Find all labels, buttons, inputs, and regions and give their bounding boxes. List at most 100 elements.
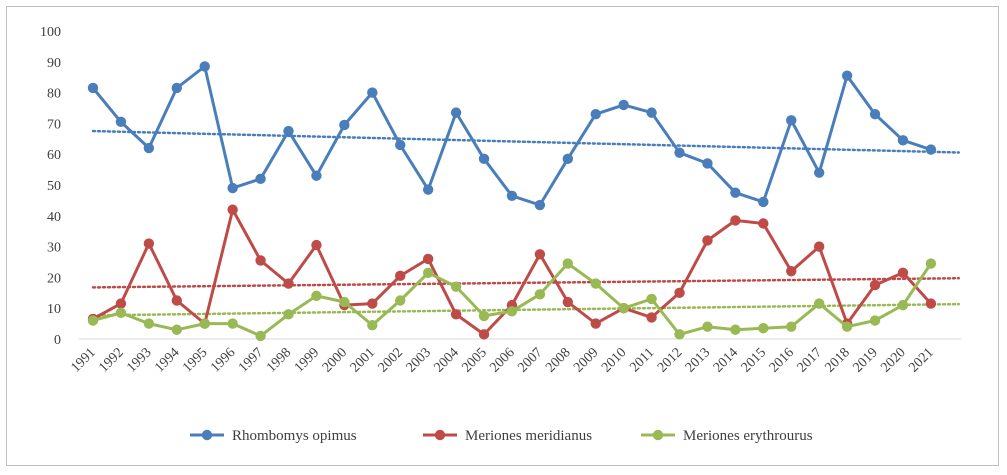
- data-point: [897, 267, 909, 278]
- data-point: [255, 255, 266, 266]
- y-tick-label: 80: [47, 87, 61, 102]
- x-tick-label: 2006: [487, 345, 517, 375]
- chart-frame: 0 10 20 30 40 50 60 70 80 90 100 1991 1992 1993 1994 19…: [6, 6, 999, 466]
- data-point: [925, 144, 937, 155]
- data-point: [925, 298, 937, 309]
- y-tick-label: 100: [40, 25, 61, 40]
- x-tick-label: 1998: [264, 345, 294, 375]
- data-point: [115, 298, 127, 309]
- data-point: [674, 329, 685, 340]
- data-point: [395, 139, 406, 151]
- axis-layer: 0102030405060708090100199119921993199419…: [40, 25, 961, 376]
- x-tick-label: 2009: [571, 345, 601, 375]
- data-point: [339, 119, 350, 131]
- data-point: [730, 187, 741, 198]
- data-point: [422, 184, 434, 195]
- x-tick-label: 2016: [767, 345, 797, 375]
- legend-marker-2: [652, 429, 664, 441]
- data-point: [227, 318, 238, 329]
- y-tick-label: 20: [47, 271, 61, 286]
- x-tick-label: 1996: [208, 345, 238, 375]
- data-point: [283, 278, 294, 289]
- data-point: [618, 303, 629, 314]
- data-point: [786, 115, 797, 126]
- data-point: [618, 99, 629, 111]
- x-tick-label: 1997: [236, 345, 266, 375]
- data-point: [311, 290, 322, 302]
- data-point: [506, 190, 518, 201]
- x-tick-label: 2008: [543, 345, 573, 375]
- x-tick-label: 2007: [515, 345, 545, 375]
- y-tick-label: 70: [47, 117, 61, 132]
- data-point: [255, 173, 266, 185]
- data-point: [758, 196, 769, 208]
- data-point: [869, 108, 881, 120]
- data-point: [758, 323, 769, 334]
- data-point: [813, 298, 825, 309]
- data-point: [450, 309, 462, 320]
- data-point: [311, 239, 322, 251]
- data-point: [813, 241, 825, 252]
- data-point: [255, 330, 266, 342]
- data-point: [590, 278, 601, 289]
- data-point: [478, 153, 490, 165]
- data-point: [422, 253, 434, 265]
- x-tick-label: 2013: [683, 345, 713, 375]
- line-chart: 0102030405060708090100199119921993199419…: [40, 25, 961, 444]
- data-point: [143, 238, 155, 249]
- data-point: [590, 318, 601, 329]
- data-point: [646, 107, 657, 118]
- data-point: [283, 125, 294, 137]
- data-point: [562, 153, 574, 165]
- data-point: [758, 218, 769, 229]
- y-tick-label: 60: [47, 148, 61, 163]
- data-point: [702, 158, 713, 169]
- x-tick-label: 2020: [878, 345, 908, 375]
- x-tick-label: 2021: [906, 345, 936, 375]
- data-point: [534, 249, 546, 260]
- data-point: [115, 307, 127, 319]
- data-point: [841, 321, 853, 332]
- data-point: [227, 204, 238, 215]
- x-tick-label: 2011: [627, 345, 657, 375]
- data-point: [869, 279, 881, 291]
- data-point: [171, 295, 182, 306]
- x-tick-label: 1999: [292, 345, 322, 375]
- x-tick-label: 1991: [68, 345, 98, 375]
- data-point: [143, 142, 155, 154]
- trendline-layer: [91, 129, 961, 317]
- data-point: [925, 258, 937, 269]
- data-point: [199, 318, 210, 329]
- data-point: [534, 199, 546, 211]
- data-point: [143, 318, 155, 329]
- data-point: [534, 289, 546, 300]
- data-point: [506, 306, 518, 317]
- data-point: [590, 108, 601, 120]
- data-point: [395, 270, 406, 282]
- data-point: [813, 167, 825, 178]
- x-tick-label: 1992: [96, 345, 126, 375]
- data-point: [897, 135, 909, 146]
- data-point: [87, 82, 99, 94]
- data-point: [478, 329, 490, 340]
- data-point: [730, 215, 741, 226]
- trendline-0: [91, 129, 961, 154]
- x-tick-label: 2014: [711, 345, 741, 375]
- data-point: [115, 116, 127, 128]
- y-tick-label: 50: [47, 179, 61, 194]
- y-tick-label: 30: [47, 241, 61, 256]
- y-tick-label: 0: [54, 333, 61, 348]
- data-point: [311, 170, 322, 181]
- series-line-2: [92, 262, 933, 338]
- data-point: [674, 287, 685, 298]
- data-point: [367, 87, 378, 98]
- x-tick-label: 1993: [124, 345, 154, 375]
- x-tick-label: 2012: [655, 345, 685, 375]
- data-point: [562, 258, 574, 269]
- data-point: [87, 315, 99, 326]
- data-point: [897, 299, 909, 311]
- data-point: [674, 147, 685, 158]
- series-layer: [87, 61, 937, 342]
- data-point: [367, 298, 378, 309]
- data-point: [702, 235, 713, 246]
